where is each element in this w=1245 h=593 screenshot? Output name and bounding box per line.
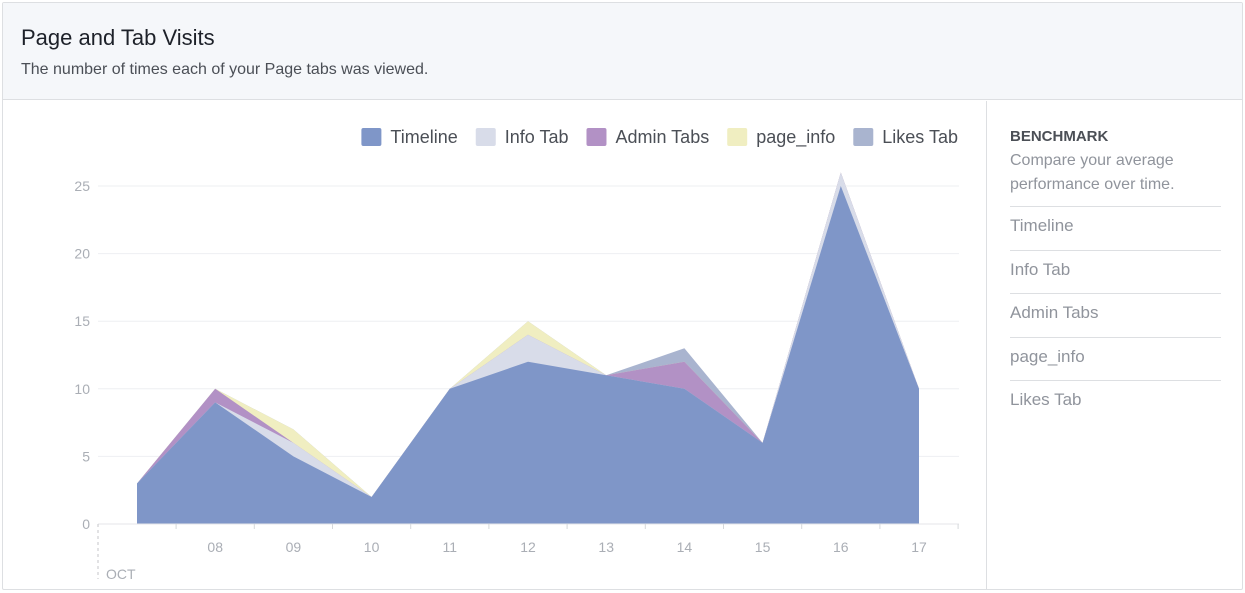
legend-label: Admin Tabs [615, 127, 709, 147]
legend-swatch [727, 128, 748, 146]
stacked-area-chart: 0 5 10 15 20 25 OCT 08 09 10 11 12 13 14 15 16 17 Timeli… [74, 127, 959, 582]
x-tick-label: 15 [755, 539, 771, 555]
legend-swatch [361, 128, 382, 146]
x-tick-label: 09 [286, 539, 302, 555]
x-tick-label: 10 [364, 539, 380, 555]
series-area-timeline[interactable] [137, 186, 919, 524]
chart-area: 0 5 10 15 20 25 OCT 08 09 10 11 12 13 14 15 16 17 Timeli… [3, 101, 986, 589]
benchmark-panel: BENCHMARK Compare your average performan… [986, 101, 1242, 589]
benchmark-item-likes-tab[interactable]: Likes Tab [1010, 380, 1221, 424]
benchmark-title: BENCHMARK [1010, 128, 1109, 145]
card-title: Page and Tab Visits [21, 25, 215, 50]
legend-item-likes-tab[interactable]: Likes Tab [853, 127, 958, 147]
y-tick-label: 10 [74, 381, 90, 397]
legend-label: Timeline [390, 127, 457, 147]
x-tick-label: 14 [677, 539, 693, 555]
benchmark-description: Compare your average performance over ti… [1010, 152, 1175, 193]
legend-label: Likes Tab [882, 127, 958, 147]
x-tick-label: 08 [207, 539, 223, 555]
x-tick-label: 17 [911, 539, 927, 555]
x-tick-label: 16 [833, 539, 849, 555]
legend-swatch [853, 128, 874, 146]
legend-label: Info Tab [505, 127, 569, 147]
benchmark-item-info-tab[interactable]: Info Tab [1010, 249, 1221, 294]
benchmark-item-timeline[interactable]: Timeline [1010, 206, 1221, 250]
y-tick-label: 5 [82, 448, 90, 464]
legend-item-admin-tabs[interactable]: Admin Tabs [586, 127, 709, 147]
x-tick-label: 12 [520, 539, 536, 555]
legend-item-page-info[interactable]: page_info [727, 127, 835, 148]
card-subtitle: The number of times each of your Page ta… [21, 61, 429, 78]
benchmark-list: Timeline Info Tab Admin Tabs page_info L… [1010, 206, 1221, 424]
legend-item-timeline[interactable]: Timeline [361, 127, 458, 147]
legend-label: page_info [756, 127, 835, 148]
benchmark-item-page-info[interactable]: page_info [1010, 336, 1221, 381]
y-tick-label: 15 [74, 313, 90, 329]
legend-swatch [475, 128, 496, 146]
benchmark-item-admin-tabs[interactable]: Admin Tabs [1010, 293, 1221, 337]
legend-item-info-tab[interactable]: Info Tab [475, 127, 569, 147]
legend-swatch [586, 128, 607, 146]
x-month-label: OCT [106, 566, 136, 582]
y-tick-label: 0 [82, 516, 90, 532]
x-tick-label: 13 [598, 539, 614, 555]
y-tick-label: 20 [74, 246, 90, 262]
x-tick-label: 11 [443, 539, 458, 555]
y-tick-label: 25 [74, 178, 90, 194]
card-header: Page and Tab Visits The number of times … [3, 3, 1242, 100]
